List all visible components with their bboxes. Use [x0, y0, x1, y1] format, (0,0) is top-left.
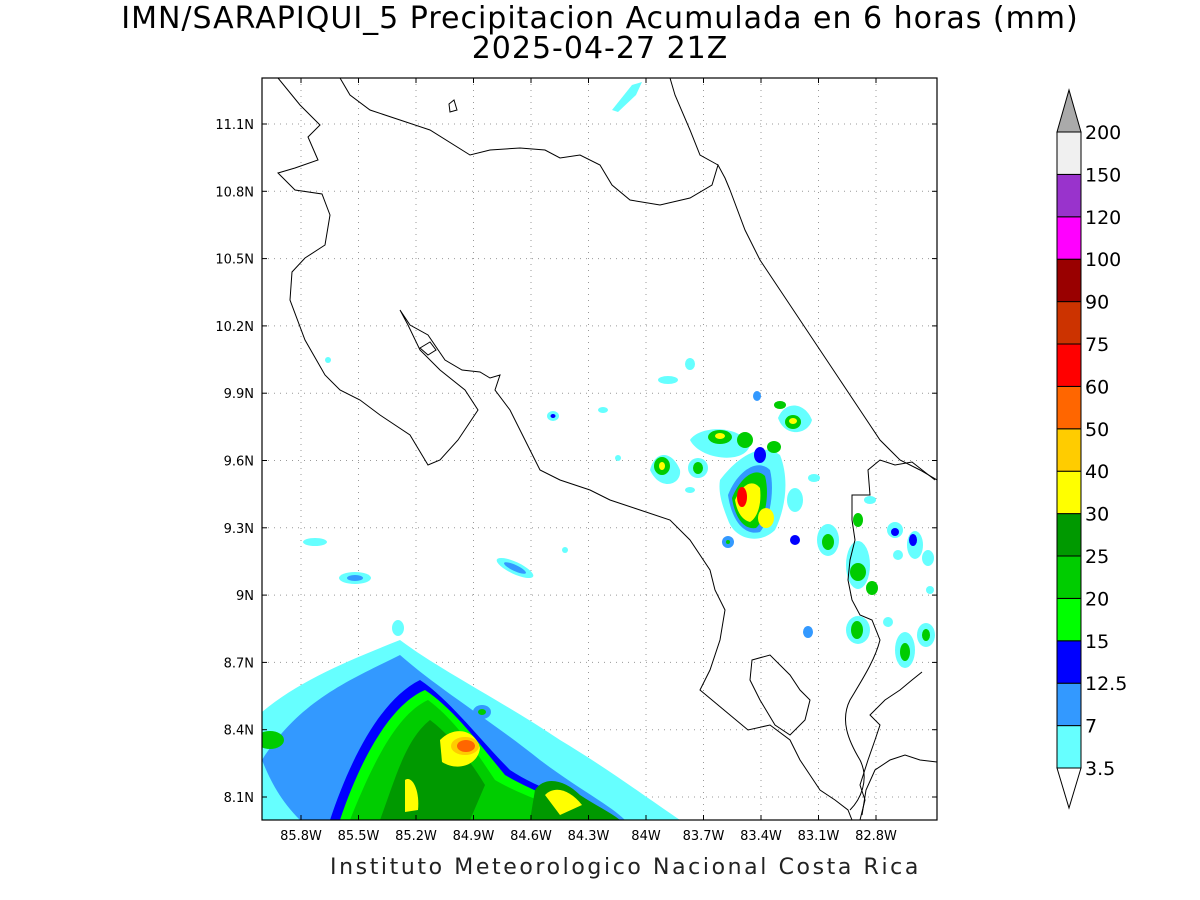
colorbar-segment — [1056, 640, 1082, 684]
colorbar-label: 150 — [1085, 164, 1121, 186]
colorbar-label: 20 — [1085, 588, 1109, 610]
lat-tick-label: 10.8N — [215, 185, 254, 200]
colorbar-segment — [1056, 216, 1082, 260]
lon-tick-label: 83.7W — [683, 829, 725, 844]
colorbar-label: 25 — [1085, 546, 1109, 568]
lon-tick-label: 85.2W — [395, 829, 437, 844]
map-title: IMN/SARAPIQUI_5 Precipitacion Acumulada … — [121, 1, 1079, 36]
lon-tick-label: 85.5W — [338, 829, 380, 844]
colorbar-segment — [1056, 555, 1082, 599]
colorbar-label: 30 — [1085, 504, 1109, 526]
colorbar-label: 60 — [1085, 376, 1109, 398]
colorbar-label: 3.5 — [1085, 758, 1115, 780]
colorbar: 3.5 7 12.5 15 20 25 30 40 50 60 75 90 100 120 150 200 — [1056, 88, 1127, 810]
lon-tick-label: 84.9W — [453, 829, 495, 844]
longitude-ticks: 85.8W 85.5W 85.2W 84.9W 84.6W 84.3W 84W 83.7W 83… — [280, 78, 897, 844]
colorbar-segment — [1056, 173, 1082, 218]
lon-tick-label: 84.3W — [568, 829, 610, 844]
lat-tick-label: 8.1N — [224, 791, 254, 806]
colorbar-segment — [1056, 725, 1082, 769]
lat-tick-label: 9.9N — [224, 387, 254, 402]
lat-tick-label: 9N — [236, 589, 254, 604]
colorbar-segment — [1056, 682, 1082, 727]
colorbar-segment — [1056, 343, 1082, 387]
lat-tick-label: 10.5N — [215, 253, 254, 268]
precipitation-field — [262, 82, 935, 820]
precip-scattered-cells — [303, 82, 695, 636]
colorbar-arrow-top — [1056, 88, 1082, 133]
colorbar-label: 7 — [1085, 716, 1097, 738]
colorbar-segment — [1056, 385, 1082, 430]
lat-tick-label: 9.6N — [224, 455, 254, 470]
colorbar-arrow-bottom — [1056, 767, 1082, 810]
lon-tick-label: 84W — [631, 829, 661, 844]
country-border — [339, 78, 937, 481]
colorbar-segment — [1056, 597, 1082, 642]
lat-tick-label: 10.2N — [215, 320, 254, 335]
lon-tick-label: 82.8W — [855, 829, 897, 844]
lon-tick-label: 83.4W — [740, 829, 782, 844]
lon-tick-label: 84.6W — [510, 829, 552, 844]
lon-tick-label: 85.8W — [280, 829, 322, 844]
latitude-ticks: 11.1N 10.8N 10.5N 10.2N 9.9N 9.6N 9.3N 9N 8.7N 8.… — [215, 118, 937, 806]
colorbar-label: 75 — [1085, 334, 1109, 356]
colorbar-label: 200 — [1085, 122, 1121, 144]
precip-cluster-east — [615, 391, 935, 668]
colorbar-segment — [1056, 258, 1082, 303]
colorbar-label: 50 — [1085, 419, 1109, 441]
lat-tick-label: 8.4N — [224, 724, 254, 739]
precip-band-southwest — [262, 640, 680, 820]
colorbar-segment — [1056, 428, 1082, 472]
coastline — [277, 78, 937, 820]
colorbar-label: 100 — [1085, 249, 1121, 271]
colorbar-segment — [1056, 513, 1082, 557]
colorbar-segment — [1056, 470, 1082, 515]
colorbar-label: 120 — [1085, 207, 1121, 229]
colorbar-segment — [1056, 131, 1082, 175]
lat-tick-label: 11.1N — [215, 118, 254, 133]
colorbar-label: 40 — [1085, 461, 1109, 483]
colorbar-label: 15 — [1085, 631, 1109, 653]
lon-tick-label: 83.1W — [798, 829, 840, 844]
map-frame — [261, 77, 938, 821]
colorbar-segment — [1056, 301, 1082, 345]
footer-credit: Instituto Meteorologico Nacional Costa R… — [330, 855, 921, 880]
lat-tick-label: 9.3N — [224, 522, 254, 537]
colorbar-label: 12.5 — [1085, 673, 1127, 695]
map-subtitle: 2025-04-27 21Z — [471, 31, 729, 66]
colorbar-label: 90 — [1085, 292, 1109, 314]
lat-tick-label: 8.7N — [224, 656, 254, 671]
